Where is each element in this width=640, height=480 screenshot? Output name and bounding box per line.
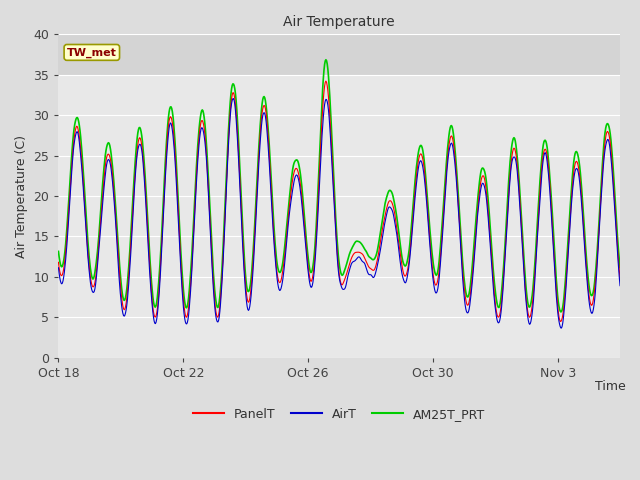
Bar: [58, 35, 620, 75]
PanelT: [322, 78, 330, 84]
PanelT: [616, 276, 624, 281]
PanelT: [259, 106, 267, 111]
AM25T_PRT: [259, 96, 267, 102]
Line: AirT: AirT: [58, 98, 620, 328]
PanelT: [75, 129, 83, 135]
AirT: [557, 325, 565, 331]
AM25T_PRT: [374, 248, 381, 253]
AM25T_PRT: [557, 309, 564, 315]
PanelT: [187, 283, 195, 288]
Text: Time: Time: [595, 381, 626, 394]
AM25T_PRT: [54, 249, 62, 254]
AirT: [260, 110, 268, 116]
PanelT: [509, 149, 516, 155]
AirT: [509, 156, 516, 162]
Line: AM25T_PRT: AM25T_PRT: [58, 60, 620, 312]
PanelT: [374, 257, 381, 263]
AM25T_PRT: [187, 271, 195, 277]
Y-axis label: Air Temperature (C): Air Temperature (C): [15, 134, 28, 258]
AM25T_PRT: [509, 138, 516, 144]
AirT: [616, 283, 624, 288]
Title: Air Temperature: Air Temperature: [284, 15, 395, 29]
AirT: [374, 263, 381, 269]
AM25T_PRT: [289, 166, 296, 172]
AirT: [54, 265, 62, 271]
PanelT: [54, 259, 62, 265]
Legend: PanelT, AirT, AM25T_PRT: PanelT, AirT, AM25T_PRT: [188, 403, 490, 426]
AM25T_PRT: [616, 264, 624, 270]
AM25T_PRT: [322, 57, 330, 62]
AirT: [289, 182, 297, 188]
PanelT: [289, 176, 296, 182]
AM25T_PRT: [75, 119, 83, 124]
AirT: [75, 134, 83, 140]
PanelT: [557, 319, 564, 324]
AirT: [187, 288, 195, 294]
Line: PanelT: PanelT: [58, 81, 620, 322]
Text: TW_met: TW_met: [67, 47, 116, 58]
AirT: [230, 96, 237, 101]
